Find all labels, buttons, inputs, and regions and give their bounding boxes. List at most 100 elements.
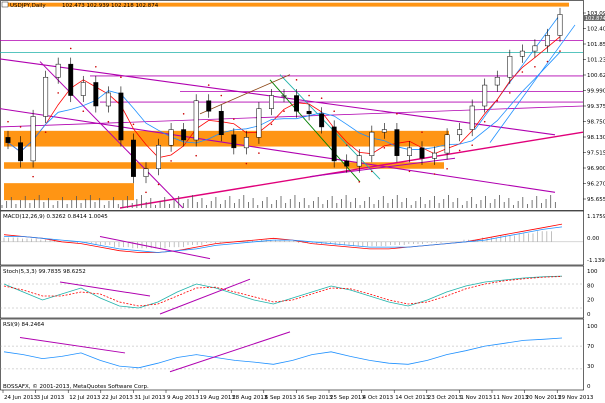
candle-body: [30, 116, 36, 162]
trendline[interactable]: [309, 157, 456, 178]
date-axis-label: 9 Aug 2013: [167, 395, 199, 401]
price-axis-label: 96.900: [587, 166, 605, 172]
rsi-axis-label: 30: [587, 364, 594, 370]
symbol-title: USDJPY,Daily: [10, 3, 46, 9]
trendline[interactable]: [0, 108, 556, 193]
candle-body: [419, 147, 425, 159]
date-axis-label: 28 Aug 2013: [232, 395, 268, 401]
sar-dot: [383, 147, 386, 149]
current-price-box: [584, 15, 605, 21]
macd-divergence-trendline[interactable]: [99, 236, 211, 260]
candle-body: [93, 82, 99, 107]
sar-dot: [308, 94, 310, 97]
rsi-label: RSI(9) 84.2464: [3, 322, 45, 328]
date-axis-label: 20 Nov 2013: [526, 395, 562, 401]
sar-dot: [509, 92, 511, 94]
sar-dot: [207, 84, 210, 86]
stoch-panel[interactable]: [0, 265, 584, 319]
date-axis-label: 24 Jun 2013: [4, 395, 38, 401]
candle-body: [494, 76, 500, 86]
sar-dot: [19, 126, 22, 128]
rsi-panel[interactable]: [0, 318, 584, 391]
sar-dot: [433, 173, 436, 175]
macd-axis-label: 1.1759: [587, 214, 605, 220]
trendline[interactable]: [199, 74, 291, 115]
date-axis-label: 1 Nov 2013: [460, 395, 492, 401]
price-axis-label: 101.235: [587, 58, 605, 64]
sar-dot: [182, 113, 185, 115]
sar-dot: [295, 79, 298, 81]
candle-body: [444, 134, 450, 154]
candle-body: [181, 129, 187, 141]
sar-dot: [408, 170, 411, 173]
candle-body: [231, 134, 237, 149]
rsi-line: [3, 337, 563, 369]
copyright-text: BOSSAFX, © 2001-2013, MetaQuotes Softwar…: [3, 383, 149, 390]
price-axis-label: 102.400: [587, 27, 605, 33]
support-resistance-zone[interactable]: [4, 130, 449, 147]
support-resistance-zone[interactable]: [4, 162, 444, 169]
macd-signal-line: [4, 226, 563, 253]
trendline[interactable]: [0, 58, 556, 136]
rsi-axis-label: 0: [587, 384, 591, 390]
sar-dot: [546, 60, 549, 63]
sar-dot: [371, 170, 373, 173]
candle-body: [557, 14, 563, 36]
support-resistance-zone[interactable]: [4, 183, 134, 201]
date-axis-label: 23 Oct 2013: [428, 395, 463, 401]
rsi-axis-label: 100: [587, 324, 598, 330]
candle-body: [5, 137, 11, 143]
stoch-axis-label: 0: [587, 312, 591, 318]
candle-body: [432, 152, 437, 159]
rsi-trendline[interactable]: [169, 331, 291, 373]
candle-body: [43, 76, 49, 117]
candle-body: [306, 110, 312, 115]
date-axis-label: 11 Nov 2013: [493, 395, 529, 401]
candle-body: [68, 63, 74, 96]
stoch-trendline[interactable]: [159, 278, 251, 315]
date-axis-label: 29 Nov 2013: [558, 395, 594, 401]
moving-average-line: [7, 36, 561, 159]
date-axis-label: 16 Sep 2013: [297, 395, 332, 401]
date-axis-label: 12 Jul 2013: [69, 395, 101, 401]
sar-dot: [345, 144, 348, 147]
candle-body: [281, 95, 287, 97]
stoch-trendline[interactable]: [59, 281, 151, 297]
candle-body: [407, 147, 412, 156]
sar-dot: [358, 181, 361, 183]
support-resistance-zone[interactable]: [4, 2, 569, 7]
date-axis-label: 3 Jul 2013: [37, 395, 65, 401]
trendline[interactable]: [489, 24, 576, 143]
date-axis-label: 6 Sep 2013: [265, 395, 297, 401]
rsi-trendline[interactable]: [19, 337, 126, 354]
sar-dot: [95, 65, 97, 68]
stoch-label: Stoch(5,3,3) 99.7835 98.6252: [3, 269, 86, 275]
sar-dot: [283, 110, 285, 113]
sar-dot: [82, 110, 85, 113]
candle-body: [294, 95, 299, 112]
ohlc-readout: 102.473 102.939 102.218 102.874: [62, 3, 159, 9]
candle-body: [369, 131, 375, 156]
sar-dot: [233, 118, 235, 120]
price-axis-label: 99.375: [587, 104, 605, 110]
symbol-icon: [1, 1, 9, 8]
sar-dot: [496, 99, 499, 102]
sar-dot: [220, 94, 223, 97]
trendline[interactable]: [0, 105, 584, 128]
candle-body: [143, 168, 149, 177]
candle-body: [394, 129, 400, 156]
trendline[interactable]: [119, 131, 584, 209]
candle-body: [356, 155, 362, 167]
date-axis-label: 31 Jul 2013: [134, 395, 166, 401]
candle-body: [118, 92, 124, 141]
trendline[interactable]: [474, 14, 561, 130]
candle-body: [168, 129, 174, 146]
date-axis-label: 4 Oct 2013: [363, 395, 394, 401]
trendline[interactable]: [39, 61, 184, 209]
sar-dot: [483, 120, 486, 123]
sar-dot: [559, 50, 561, 52]
sar-dot: [446, 167, 448, 170]
